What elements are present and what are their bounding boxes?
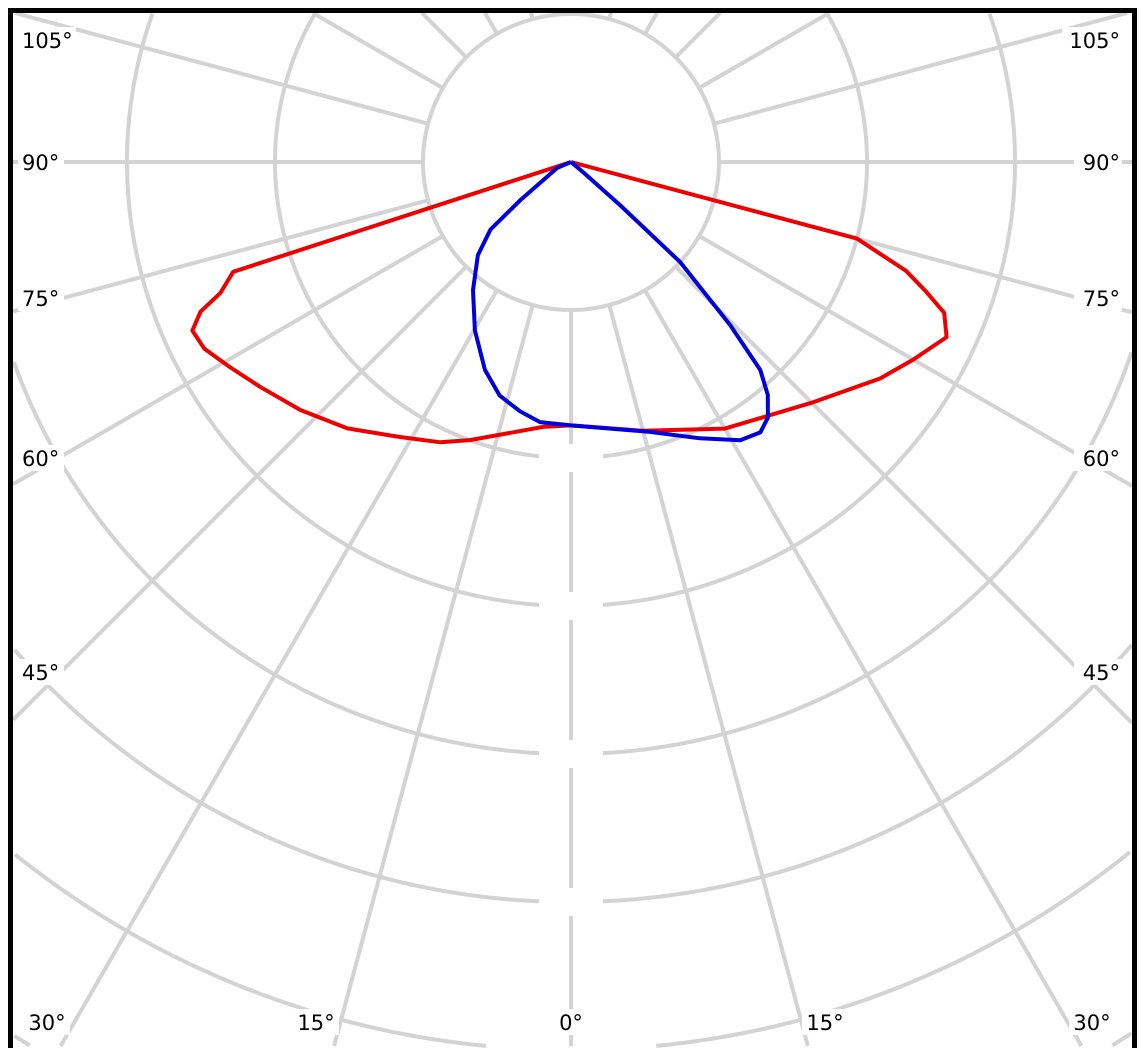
label-bottom-15-left: 15° [297,1011,334,1035]
label-right-45: 45° [1083,661,1120,685]
distribution-curve-1 [190,160,949,445]
label-right-105: 105° [1069,29,1120,53]
label-right-90: 90° [1083,151,1120,175]
bottom-labels: 30° 15° 0° 15° 30° [24,1009,1115,1035]
radial-gridline [420,13,468,59]
label-left-60: 60° [22,447,59,471]
curves [190,160,949,445]
ring-label-box [539,888,603,916]
ring-gridline [13,643,1132,904]
ring-label-box [539,592,603,620]
radial-gridline [643,13,659,35]
label-left-45: 45° [22,661,59,685]
label-bottom-30-right: 30° [1073,1011,1110,1035]
radial-gridline [13,198,429,314]
radial-gridline [698,234,1132,488]
left-labels: 105° 90° 75° 60° 45° [18,27,76,685]
ring-gridline [13,850,1132,1048]
radial-gridline [13,265,468,722]
radial-gridline [643,289,1084,1048]
label-left-90: 90° [22,151,59,175]
radial-gridline [713,13,1128,126]
radial-gridline [13,234,444,486]
distribution-curve-2 [471,160,770,443]
radial-gridline [483,13,499,35]
ring-gridline [13,1031,1132,1048]
label-left-75: 75° [22,287,59,311]
ring-label-box [539,740,603,768]
radial-gridline [14,13,429,126]
ring-gridline [125,13,1017,608]
ring-label-box [539,444,603,472]
angle-labels: 105° 90° 75° 60° 45° 105° 90° 75° 60° 45… [18,27,1122,1035]
ring-labels [539,444,603,916]
label-right-60: 60° [1083,447,1120,471]
radial-gridline [332,304,535,1047]
frame [8,8,1137,1048]
label-bottom-15-right: 15° [806,1011,843,1035]
radial-gridline [58,289,499,1048]
label-bottom-0: 0° [559,1011,583,1035]
radial-gridline [674,265,1132,725]
radial-gridline [674,13,722,59]
right-labels: 105° 90° 75° 60° 45° [1062,27,1122,685]
label-right-75: 75° [1083,287,1120,311]
radial-gridline [311,13,444,90]
radial-gridline [607,304,810,1047]
label-bottom-30-left: 30° [28,1011,65,1035]
label-left-105: 105° [22,29,73,53]
radial-gridline [698,13,831,90]
